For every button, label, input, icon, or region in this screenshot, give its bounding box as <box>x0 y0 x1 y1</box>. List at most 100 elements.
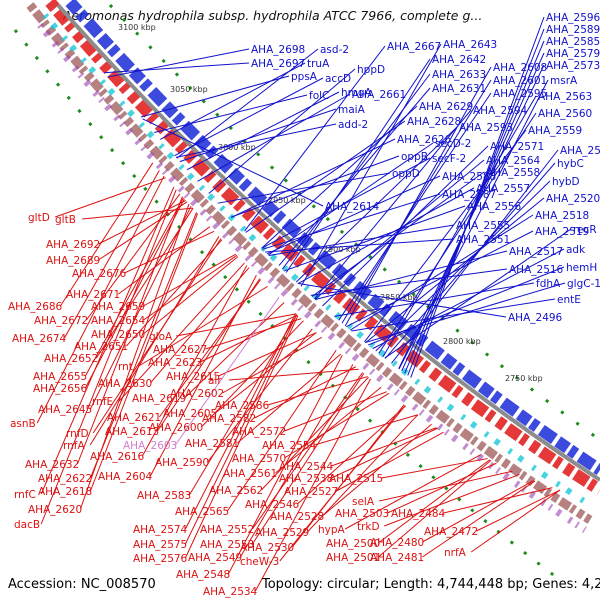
reverse-strand-gene-label: AHA_2517 <box>509 246 563 258</box>
reverse-strand-leader-line <box>372 248 565 350</box>
forward-strand-gene-label: AHA_2575 <box>133 539 187 551</box>
reverse-strand-leader-line <box>349 214 534 331</box>
forward-strand-leader-line <box>59 162 154 307</box>
forward-strand-gene-label: asnB <box>10 418 36 430</box>
forward-strand-leader-line <box>98 199 187 245</box>
forward-strand-gene-label: AHA_2481 <box>370 552 424 564</box>
reverse-strand-gene-label: AHA_2628 <box>407 116 461 128</box>
forward-strand-gene-label: AHA_2652 <box>44 353 98 365</box>
reverse-strand-leader-line <box>267 142 434 256</box>
forward-strand-leader-line <box>176 313 297 337</box>
forward-strand-gene-label: AHA_2650 <box>91 329 145 341</box>
forward-strand-gene-label: AHA_2676 <box>72 268 127 280</box>
forward-strand-gene-label: AHA_2632 <box>25 459 79 471</box>
reverse-strand-gene-label: truA <box>307 58 330 70</box>
forward-strand-gene-label: AHA_2604 <box>98 471 153 483</box>
forward-strand-leader-line <box>89 236 220 446</box>
reverse-strand-gene-label: AHA_2560 <box>538 108 592 120</box>
forward-strand-leader-line <box>76 196 183 465</box>
forward-strand-gene-label: AHA_2674 <box>12 333 67 345</box>
forward-strand-gene-label: AHA_2503 <box>335 508 389 520</box>
forward-strand-gene-label: AHA_2562 <box>209 485 263 497</box>
reverse-strand-gene-label: oppD <box>392 168 420 180</box>
forward-strand-gene-label: AHA_2527 <box>284 486 338 498</box>
forward-strand-gene-label: AHA_2544 <box>279 461 334 473</box>
forward-strand-leader-line <box>422 480 536 558</box>
forward-strand-gene-label: AHA_2570 <box>232 453 286 465</box>
forward-strand-gene-label: trkD <box>357 521 380 533</box>
forward-strand-leader-line <box>188 314 298 496</box>
kbp-tick-label: 2800 kbp <box>443 337 481 346</box>
forward-strand-gene-label: AHA_2515 <box>329 473 383 485</box>
reverse-strand-gene-label: AHA_2661 <box>352 89 406 101</box>
forward-strand-leader-line <box>378 459 491 544</box>
reverse-strand-gene-label: AHA_2559 <box>528 125 582 137</box>
forward-strand-leader-line <box>251 373 365 545</box>
forward-strand-leader-line <box>184 314 298 545</box>
forward-strand-leader-line <box>239 364 354 558</box>
reverse-strand-leader-line <box>338 92 492 321</box>
reverse-strand-gene-label: asd-2 <box>320 44 349 56</box>
forward-strand-gene-label: gltB <box>55 214 76 226</box>
forward-strand-leader-line <box>63 170 160 339</box>
forward-strand-gene-label: AHA_2576 <box>133 553 188 565</box>
reverse-strand-leader-line <box>391 149 559 364</box>
reverse-strand-gene-label: hemH <box>566 262 597 274</box>
forward-strand-leader-line <box>381 458 488 479</box>
forward-strand-leader-line <box>85 193 181 321</box>
forward-strand-gene-label: AHA_2590 <box>155 457 209 469</box>
kbp-tick-label: 2900 kbp <box>323 245 361 254</box>
gene-track-green-dots-inner <box>108 3 600 442</box>
forward-strand-leader-line <box>227 355 343 575</box>
forward-strand-gene-label: AHA_2655 <box>33 371 87 383</box>
forward-strand-leader-line <box>226 349 337 512</box>
reverse-strand-gene-label: hmgA <box>341 87 373 99</box>
reverse-strand-gene-label: secD-2 <box>435 138 471 150</box>
reverse-strand-gene-label: maiA <box>338 104 366 116</box>
reverse-strand-gene-label: recR <box>573 224 597 236</box>
forward-strand-leader-line <box>331 427 437 467</box>
forward-strand-gene-label: AHA_2600 <box>149 422 203 434</box>
forward-strand-leader-line <box>143 253 237 307</box>
reverse-strand-gene-label: AHA_2587 <box>442 189 496 201</box>
reverse-strand-leader-line <box>261 157 431 249</box>
forward-strand-gene-label: AHA_2602 <box>170 388 224 400</box>
forward-strand-leader-line <box>95 208 194 359</box>
forward-strand-gene-label: AHA_2484 <box>391 508 446 520</box>
forward-strand-leader-line <box>89 213 199 492</box>
forward-strand-gene-label: hypA <box>318 524 346 536</box>
reverse-strand-gene-label: AHA_2629 <box>419 101 473 113</box>
forward-strand-leader-line <box>40 186 175 495</box>
forward-strand-gene-label: AHA_2613 <box>105 426 159 438</box>
reverse-strand-leader-line <box>160 62 306 140</box>
reverse-strand-gene-label: AHA_2626 <box>397 134 452 146</box>
reverse-strand-gene-label: AHA_2596 <box>546 12 600 24</box>
reverse-strand-gene-label: AHA_2698 <box>251 44 305 56</box>
topology-summary: Topology: circular; Length: 4,744,448 bp… <box>262 577 600 592</box>
reverse-strand-leader-line <box>365 197 545 344</box>
reverse-strand-gene-label: AHA_2642 <box>432 54 486 66</box>
reverse-strand-gene-label: AHA_2556 <box>467 201 522 213</box>
forward-strand-gene-label: AHA_2528 <box>270 511 324 523</box>
forward-strand-gene-label: dacB <box>14 519 40 531</box>
forward-strand-leader-line <box>344 454 481 530</box>
forward-strand-gene-label: nrfA <box>444 547 467 559</box>
forward-strand-gene-label: gloA <box>149 331 173 343</box>
forward-strand-gene-label: AHA_2692 <box>46 239 100 251</box>
forward-strand-leader-line <box>98 201 188 261</box>
reverse-strand-leader-line <box>142 118 324 207</box>
forward-strand-leader-line <box>141 265 248 457</box>
reverse-strand-leader-line <box>407 28 545 376</box>
reverse-strand-leader-line <box>107 48 250 78</box>
forward-strand-gene-label: AHA_2605 <box>163 408 217 420</box>
reverse-strand-gene-label: AHA_2519 <box>535 226 589 238</box>
gene-track-forward <box>45 0 600 496</box>
forward-strand-leader-line <box>387 462 497 514</box>
reverse-strand-leader-line <box>208 68 356 194</box>
forward-strand-gene-label: AHA_2671 <box>66 289 120 301</box>
forward-strand-gene-label: AHA_2500 <box>326 538 380 550</box>
forward-strand-leader-line <box>384 473 520 527</box>
reverse-strand-leader-line <box>245 120 406 233</box>
reverse-strand-gene-label: folC <box>309 90 329 102</box>
